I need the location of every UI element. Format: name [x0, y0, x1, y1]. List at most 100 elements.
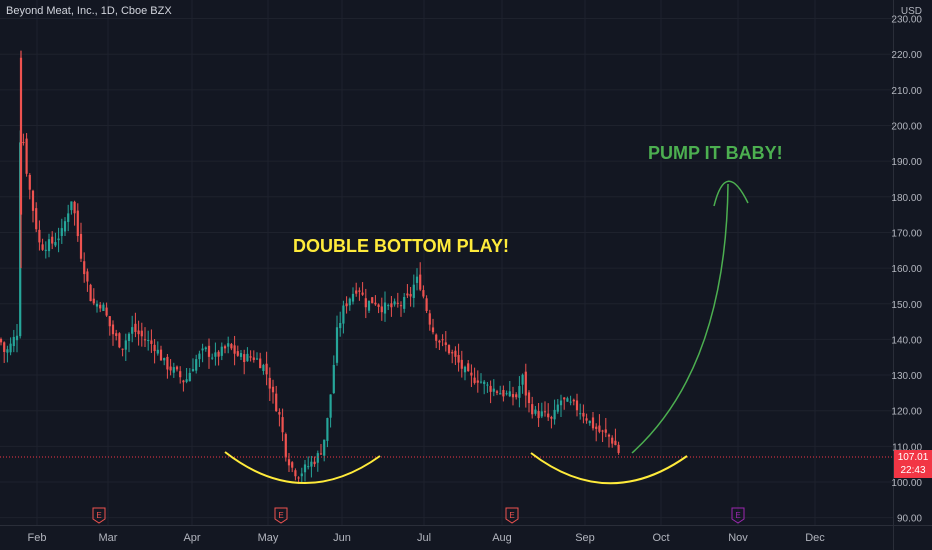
candle-body	[163, 358, 166, 361]
candle-body	[342, 305, 345, 324]
candle-body	[435, 334, 438, 341]
candle-body	[492, 388, 495, 392]
candle-body	[383, 302, 387, 314]
price-tick-label: 110.00	[892, 442, 922, 453]
pump-arrow-curve	[631, 183, 729, 454]
candle-body	[463, 366, 467, 373]
candle-body	[6, 349, 9, 353]
candle-body	[611, 437, 614, 444]
candle-body	[22, 142, 25, 144]
candle-body	[428, 313, 431, 325]
candle-body	[419, 274, 422, 290]
candle-body	[595, 426, 598, 429]
price-tick-label: 180.00	[891, 193, 922, 204]
price-tick-label: 160.00	[891, 264, 922, 275]
candle-body	[19, 142, 22, 337]
candle-body	[188, 372, 191, 382]
candle-body	[326, 418, 329, 441]
candle-body	[252, 357, 255, 360]
candle-body	[243, 354, 246, 363]
candle-body	[431, 327, 435, 333]
candle-body	[19, 57, 23, 215]
candle-body	[476, 380, 479, 383]
candle-body	[281, 417, 284, 433]
candle-body	[175, 366, 179, 370]
price-tick-label: 220.00	[891, 50, 922, 61]
candle-body	[319, 453, 323, 455]
candle-body	[102, 304, 105, 312]
candle-body	[387, 305, 390, 307]
candle-body	[271, 386, 275, 393]
candle-body	[220, 346, 223, 356]
candle-body	[223, 346, 227, 349]
candle-body	[537, 411, 540, 419]
earnings-marker-label: E	[278, 511, 283, 520]
candle-body	[179, 371, 182, 378]
candle-body	[60, 228, 63, 236]
candle-body	[0, 338, 3, 343]
candle-body	[111, 324, 115, 335]
candle-body	[115, 333, 118, 336]
candle-body	[67, 213, 70, 222]
candle-body	[540, 411, 543, 417]
candle-body	[550, 417, 553, 419]
candle-body	[294, 470, 297, 477]
symbol-title: Beyond Meat, Inc., 1D, Cboe BZX	[6, 5, 172, 17]
price-axis[interactable]: 90.00 100.00 110.00 120.00 130.00 140.00 150.0…	[891, 0, 922, 550]
price-tick-label: 230.00	[891, 15, 922, 26]
candle-body	[169, 366, 172, 371]
earnings-marker	[731, 507, 745, 524]
candle-body	[412, 284, 415, 298]
candle-body	[83, 261, 86, 275]
price-tick-label: 90.00	[897, 514, 922, 525]
candle-body	[262, 364, 265, 371]
candle-body	[54, 242, 57, 246]
candle-body	[313, 461, 316, 465]
last-price-value: 107.01	[897, 452, 929, 463]
candle-body	[297, 477, 300, 479]
candle-body	[51, 236, 54, 244]
candle-body	[588, 420, 591, 424]
candle-body	[380, 306, 383, 313]
candle-body	[131, 327, 134, 334]
candle-body	[38, 229, 41, 243]
candle-body	[505, 393, 508, 395]
candle-body	[399, 305, 403, 307]
candle-body	[31, 190, 35, 211]
candle-body	[230, 344, 233, 349]
candle-body	[70, 201, 73, 211]
candle-body	[86, 271, 89, 282]
candle-body	[332, 364, 335, 394]
candle-body	[425, 298, 428, 311]
candle-body	[255, 358, 259, 360]
candle-body	[198, 353, 201, 360]
candle-body	[329, 394, 332, 418]
candle-body	[361, 292, 364, 295]
candle-body	[150, 340, 153, 344]
candle-body	[521, 374, 524, 385]
candle-body	[323, 439, 326, 456]
time-axis[interactable]: Feb Mar Apr May Jun Jul Aug Sep Oct Nov Dec	[0, 525, 932, 545]
candle-body	[374, 302, 377, 305]
month-tick-label: Oct	[652, 532, 669, 544]
candle-body	[92, 298, 95, 304]
candlesticks	[0, 50, 620, 484]
candle-body	[134, 323, 137, 332]
candle-body	[441, 339, 444, 341]
candle-body	[367, 300, 371, 311]
candle-body	[556, 404, 559, 412]
candle-body	[511, 394, 515, 398]
candle-body	[479, 381, 483, 383]
candle-body	[12, 336, 15, 347]
candle-body	[99, 304, 102, 309]
candle-body	[140, 330, 143, 337]
candle-body	[89, 284, 92, 302]
candle-body	[371, 297, 374, 304]
candle-body	[604, 429, 607, 433]
last-price-tag: 107.01 22:43	[894, 450, 932, 478]
candle-body	[601, 430, 604, 432]
candle-body	[284, 434, 287, 458]
candle-body	[268, 377, 271, 389]
